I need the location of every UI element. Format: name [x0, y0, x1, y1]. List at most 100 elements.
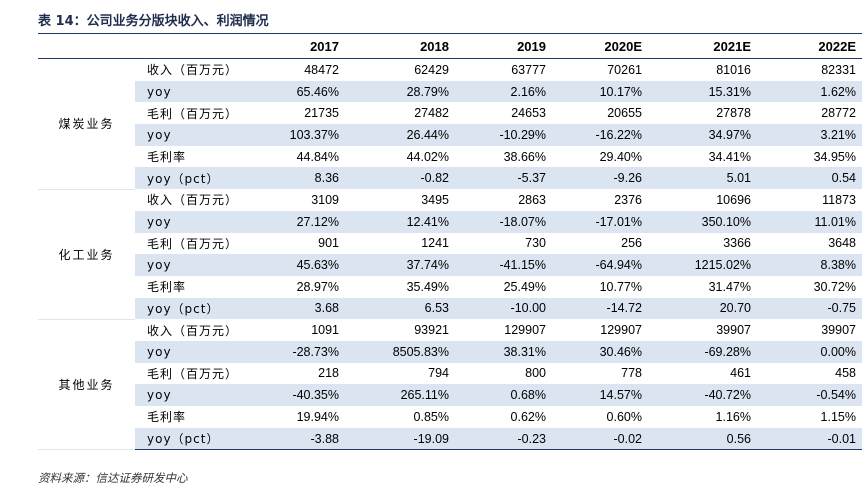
cell: 3109 — [311, 192, 339, 207]
row-label: yoy — [135, 254, 262, 276]
table-row: 毛利（百万元） 21735 27482 24653 20655 27878 28772 — [38, 102, 862, 124]
header-cell: 2019 — [455, 33, 552, 59]
cell: 0.62% — [510, 409, 546, 424]
cell: 6.53 — [345, 297, 455, 320]
cell: 1091 — [311, 323, 339, 338]
cell: 0.85% — [413, 409, 449, 424]
cell: 11873 — [822, 192, 856, 207]
group-cell: 其他业务 — [38, 319, 135, 451]
row-label: yoy（pct） — [135, 427, 262, 451]
cell: 27878 — [716, 106, 751, 121]
cell: 3.68 — [262, 297, 345, 320]
cell: -0.02 — [552, 427, 648, 451]
cell: 20.70 — [648, 297, 757, 320]
cell: 350.10% — [648, 210, 757, 233]
header-cell: 2021E — [648, 33, 757, 59]
cell: 34.97% — [648, 124, 757, 146]
table-row: yoy 27.12% 12.41% -18.07% -17.01% 350.10% 11.0… — [38, 210, 862, 233]
cell: 129907 — [504, 323, 546, 338]
cell: 31.47% — [708, 279, 751, 294]
header-cell — [38, 33, 135, 59]
cell: -3.88 — [262, 427, 345, 451]
cell: 0.56 — [648, 427, 757, 451]
cell: 25.49% — [503, 279, 546, 294]
cell: 0.68% — [455, 384, 552, 406]
source-note: 资料来源：信达证券研发中心 — [38, 471, 188, 485]
cell: 63777 — [511, 62, 546, 77]
table-row: 毛利（百万元） 901 1241 730 256 3366 3648 — [38, 233, 862, 255]
cell: 3648 — [828, 236, 856, 251]
cell: 21735 — [304, 106, 339, 121]
table-row: yoy 65.46% 28.79% 2.16% 10.17% 15.31% 1.62% — [38, 80, 862, 103]
table-row: yoy -40.35% 265.11% 0.68% 14.57% -40.72% -0.54… — [38, 384, 862, 406]
cell: 1215.02% — [648, 254, 757, 276]
header-cell: 2017 — [262, 33, 345, 59]
cell: -40.72% — [648, 384, 757, 406]
row-label: 收入（百万元） — [147, 63, 239, 78]
cell: 1.16% — [715, 409, 751, 424]
table-row: 毛利率 44.84% 44.02% 38.66% 29.40% 34.41% 34.95% — [38, 146, 862, 168]
header-cell: 2018 — [345, 33, 455, 59]
cell: 44.02% — [406, 149, 449, 164]
table-row: 毛利率 19.94% 0.85% 0.62% 0.60% 1.16% 1.15% — [38, 406, 862, 428]
cell: 8505.83% — [345, 340, 455, 363]
row-label: 毛利（百万元） — [147, 366, 239, 381]
cell: -17.01% — [552, 210, 648, 233]
row-label: yoy — [135, 384, 262, 406]
table-row: yoy（pct） -3.88 -19.09 -0.23 -0.02 0.56 -0.01 — [38, 427, 862, 451]
cell: 10.17% — [552, 80, 648, 103]
cell: 48472 — [304, 62, 339, 77]
cell: -10.29% — [455, 124, 552, 146]
cell: 0.00% — [757, 340, 862, 363]
table-row: yoy（pct） 3.68 6.53 -10.00 -14.72 20.70 -0.75 — [38, 297, 862, 320]
cell: 12.41% — [345, 210, 455, 233]
row-label: yoy（pct） — [135, 167, 262, 190]
cell: 2863 — [518, 192, 546, 207]
cell: -69.28% — [648, 340, 757, 363]
table-row: 化工业务 收入（百万元） 3109 3495 2863 2376 10696 11873 — [38, 189, 862, 320]
cell: 38.31% — [455, 340, 552, 363]
cell: -28.73% — [262, 340, 345, 363]
cell: 103.37% — [262, 124, 345, 146]
cell: 778 — [621, 366, 642, 381]
row-label: 收入（百万元） — [147, 323, 239, 338]
cell: -16.22% — [552, 124, 648, 146]
cell: -10.00 — [455, 297, 552, 320]
row-label: 毛利（百万元） — [147, 106, 239, 121]
cell: 8.38% — [757, 254, 862, 276]
header-cell — [135, 33, 262, 59]
cell: -14.72 — [552, 297, 648, 320]
cell: 24653 — [511, 106, 546, 121]
cell: 265.11% — [345, 384, 455, 406]
cell: -18.07% — [455, 210, 552, 233]
cell: 82331 — [821, 62, 856, 77]
row-label: yoy — [135, 210, 262, 233]
cell: 794 — [428, 366, 449, 381]
cell: 28.79% — [345, 80, 455, 103]
row-label: yoy — [135, 340, 262, 363]
cell: 458 — [835, 366, 856, 381]
cell: 39907 — [716, 323, 751, 338]
cell: -41.15% — [455, 254, 552, 276]
cell: 70261 — [607, 62, 642, 77]
cell: 27482 — [414, 106, 449, 121]
cell: -64.94% — [552, 254, 648, 276]
group-cell: 煤炭业务 — [38, 58, 135, 190]
cell: 29.40% — [599, 149, 642, 164]
cell: 129907 — [600, 323, 642, 338]
cell: 256 — [621, 236, 642, 251]
cell: 37.74% — [345, 254, 455, 276]
cell: 62429 — [414, 62, 449, 77]
table-row: 毛利率 28.97% 35.49% 25.49% 10.77% 31.47% 30.72% — [38, 276, 862, 298]
row-label: 毛利率 — [147, 280, 187, 295]
row-label: yoy（pct） — [135, 297, 262, 320]
cell: 28.97% — [296, 279, 339, 294]
cell: -0.75 — [757, 297, 862, 320]
cell: -0.01 — [757, 427, 862, 451]
cell: 0.60% — [606, 409, 642, 424]
table-row: yoy -28.73% 8505.83% 38.31% 30.46% -69.28% 0.0… — [38, 340, 862, 363]
table-row: yoy 45.63% 37.74% -41.15% -64.94% 1215.02% 8.3… — [38, 254, 862, 276]
cell: 34.41% — [708, 149, 751, 164]
cell: 1.15% — [820, 409, 856, 424]
